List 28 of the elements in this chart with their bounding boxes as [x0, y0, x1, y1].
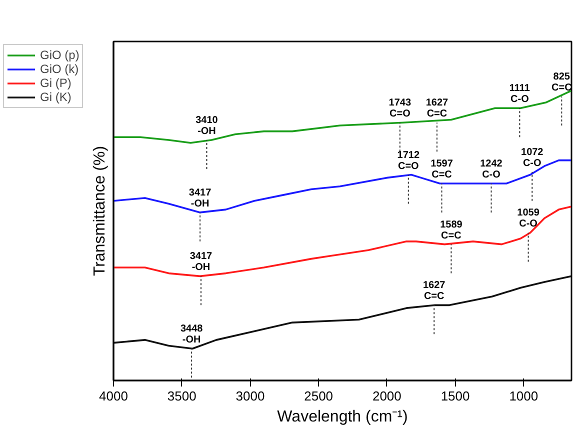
x-tick-label: 3000 — [236, 388, 265, 404]
x-axis-title: Wavelength (cm⁻¹) — [277, 408, 408, 426]
annotation: 3410 -OH — [196, 115, 218, 138]
annotation: 3448 -OH — [180, 324, 204, 346]
annotation: 3417 -OH — [190, 251, 213, 274]
annotation: 1072 C-O — [521, 146, 544, 169]
annotation: 1712 C=O — [397, 150, 420, 172]
legend-label: Gi (K) — [40, 90, 72, 104]
annotation: 1111 C-O — [509, 83, 530, 106]
annotation: 1597 C=C — [430, 158, 454, 180]
y-axis-title: Transmittance (%) — [92, 146, 108, 276]
x-tick-label: 2000 — [372, 388, 402, 404]
x-tick-label: 1500 — [440, 388, 470, 404]
legend-label: Gi (P) — [40, 76, 72, 90]
annotation: 1627 C=C — [426, 98, 449, 120]
annotation: 3417 -OH — [188, 187, 212, 210]
legend-label: GiO (k) — [40, 62, 79, 76]
x-tick-label: 2500 — [304, 388, 334, 404]
x-tick-label: 1000 — [509, 388, 538, 404]
annotation: 1242 C-O — [480, 158, 503, 180]
annotation: 825 C=C — [552, 72, 572, 94]
annotation: 1589 C=C — [440, 219, 463, 242]
annotation: 1743 C=O — [388, 98, 412, 120]
annotation: 1059 C-O — [517, 208, 540, 230]
x-tick-label: 3500 — [167, 388, 196, 404]
x-tick-label: 4000 — [99, 388, 128, 404]
legend-label: GiO (p) — [40, 48, 80, 62]
annotation: 1627 C=C — [422, 280, 446, 302]
